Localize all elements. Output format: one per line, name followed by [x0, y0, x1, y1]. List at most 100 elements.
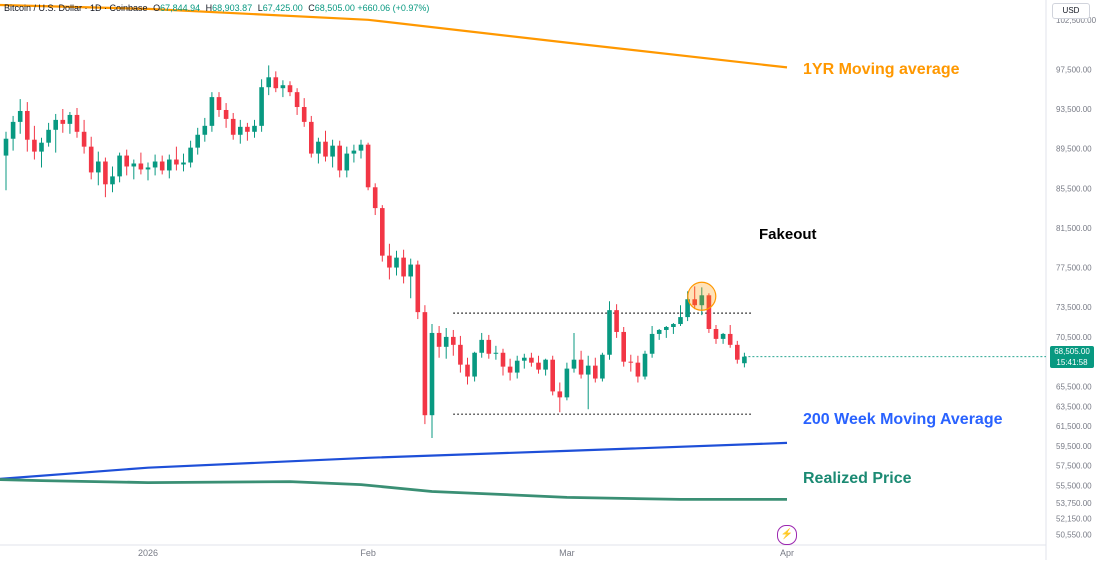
candle-body [88, 146, 94, 173]
candle-body [17, 110, 23, 122]
candle-body [536, 362, 541, 370]
candle-body [259, 87, 264, 126]
y-tick-label: 102,500.00 [1056, 16, 1097, 25]
candle-body [649, 333, 655, 354]
candle-body [380, 208, 385, 256]
candle-body [323, 141, 328, 157]
candle-body [550, 359, 555, 392]
annotation-200w-ma: 200 Week Moving Average [803, 411, 1003, 428]
candle-body [60, 119, 66, 124]
candle-body [252, 125, 257, 132]
candle-body [188, 147, 193, 163]
candle-body [223, 109, 229, 119]
ma-200w-line [0, 441, 788, 480]
candle-body [245, 126, 250, 132]
candle-body [656, 329, 662, 334]
candle-body [614, 310, 619, 332]
candle-body [479, 339, 484, 353]
candle-body [500, 352, 506, 367]
candle-body [742, 356, 747, 364]
x-tick-label: Feb [360, 548, 376, 558]
change-value: +660.06 (+0.97%) [357, 3, 430, 13]
candle-body [720, 333, 726, 339]
y-tick-label: 93,500.00 [1056, 105, 1092, 114]
y-tick-label: 77,500.00 [1056, 264, 1092, 273]
y-tick-label: 55,500.00 [1056, 482, 1092, 491]
candle-body [316, 141, 321, 154]
candle-body [67, 114, 73, 124]
candle-body [138, 163, 144, 170]
candle-body [585, 365, 591, 375]
lightning-icon[interactable]: ⚡ [777, 525, 797, 545]
candle-body [287, 85, 293, 93]
y-tick-label: 70,500.00 [1056, 333, 1092, 342]
candle-body [607, 310, 612, 355]
candle-body [621, 331, 626, 362]
candle-body [557, 391, 563, 398]
candle-body [202, 125, 208, 135]
candle-body [529, 357, 534, 363]
candle-body [124, 155, 129, 167]
low-value: 67,425.00 [262, 3, 303, 13]
candle-body [117, 155, 122, 177]
candle-body [507, 366, 513, 373]
fakeout-highlight [687, 281, 717, 311]
candle-body [216, 97, 222, 110]
candle-body [564, 368, 570, 398]
candle-body [543, 359, 548, 370]
candle-body [394, 257, 399, 268]
candle-body [372, 187, 378, 209]
candle-body [358, 144, 364, 151]
candle-body [337, 145, 342, 171]
y-tick-label: 81,500.00 [1056, 224, 1092, 233]
candle-body [209, 97, 215, 126]
candle-body [422, 312, 428, 416]
candle-body [96, 161, 101, 173]
candle-body [167, 159, 172, 171]
candle-body [671, 324, 676, 327]
candle-body [706, 295, 712, 329]
candle-body [571, 359, 577, 369]
candle-body [429, 332, 435, 416]
candle-body [415, 264, 421, 313]
candle-body [273, 77, 279, 89]
candle-body [230, 118, 236, 135]
y-tick-label: 61,500.00 [1056, 422, 1092, 431]
candle-body [25, 110, 30, 140]
y-tick-label: 65,500.00 [1056, 382, 1092, 391]
y-tick-label: 85,500.00 [1056, 184, 1092, 193]
candle-body [344, 153, 350, 171]
candle-body [678, 317, 683, 325]
y-tick-label: 89,500.00 [1056, 145, 1092, 154]
candle-body [280, 85, 286, 89]
candle-body [159, 161, 165, 171]
candle-body [727, 333, 733, 345]
y-tick-label: 73,500.00 [1056, 303, 1092, 312]
candle-body [628, 361, 634, 363]
high-value: 68,903.87 [212, 3, 253, 13]
candle-body [351, 150, 357, 154]
annotation-fakeout: Fakeout [759, 226, 817, 243]
candle-body [514, 360, 520, 373]
candle-body [10, 121, 16, 139]
candle-body [401, 257, 406, 277]
ma-1yr-line [0, 3, 788, 69]
candle-body [600, 354, 605, 379]
annotation-1yr-ma: 1YR Moving average [803, 61, 960, 78]
countdown: 15:41:58 [1056, 357, 1088, 367]
y-tick-label: 50,550.00 [1056, 531, 1092, 540]
candle-body [692, 299, 697, 306]
currency-button[interactable]: USD [1052, 3, 1090, 19]
candle-body [458, 344, 463, 365]
candle-body [436, 332, 442, 347]
candle-body [664, 327, 669, 330]
candle-body [493, 352, 499, 354]
candle-body [32, 139, 37, 152]
candle-body [195, 134, 200, 148]
candle-body [174, 159, 179, 165]
y-tick-label: 63,500.00 [1056, 402, 1092, 411]
candle-body [301, 107, 307, 122]
candle-body [103, 161, 108, 185]
